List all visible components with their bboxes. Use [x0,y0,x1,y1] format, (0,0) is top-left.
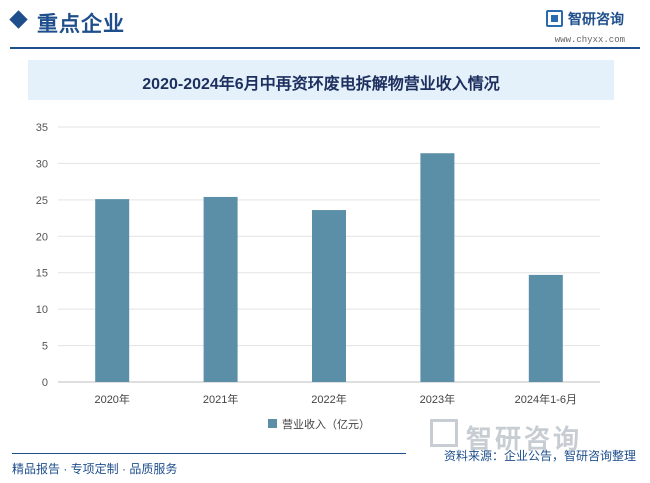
legend-swatch [268,419,277,428]
y-tick-label: 0 [42,377,48,389]
y-tick-label: 25 [36,195,48,207]
footer-divider [12,453,406,454]
x-tick-label: 2020年 [94,392,129,406]
header-divider [10,47,640,49]
x-tick-label: 2023年 [420,392,455,406]
bar [528,274,563,382]
bar [95,199,130,382]
brand: 智研咨询 [546,9,624,29]
x-tick-label: 2021年 [203,392,238,406]
watermark-brand: 智研咨询 [466,424,583,454]
brand-name: 智研咨询 [568,11,624,27]
y-tick-label: 15 [36,268,48,280]
y-tick-label: 20 [36,231,48,243]
bar [312,210,346,382]
brand-url: www.chyxx.com [554,35,625,45]
x-tick-label: 2024年1-6月 [515,392,577,406]
watermark-logo-icon [430,419,458,447]
chart-title-band: 2020-2024年6月中再资环废电拆解物营业收入情况 [28,60,614,100]
page-header: 重点企业 智研咨询 www.chyxx.com [0,0,650,50]
y-tick-label: 5 [42,341,48,353]
section-title: 重点企业 [37,13,125,36]
source-note: 资料来源：企业公告，智研咨询整理 [443,449,636,463]
bar [420,153,455,382]
bar [203,196,238,382]
footer-tagline: 精品报告 · 专项定制 · 品质服务 [12,462,178,476]
y-tick-label: 35 [36,122,48,134]
chart-title: 2020-2024年6月中再资环废电拆解物营业收入情况 [142,76,500,93]
legend-label: 营业收入（亿元） [282,417,370,431]
brand-logo-icon [546,10,563,27]
x-tick-label: 2022年 [311,392,346,406]
y-tick-label: 30 [36,158,48,170]
y-tick-label: 10 [36,304,48,316]
